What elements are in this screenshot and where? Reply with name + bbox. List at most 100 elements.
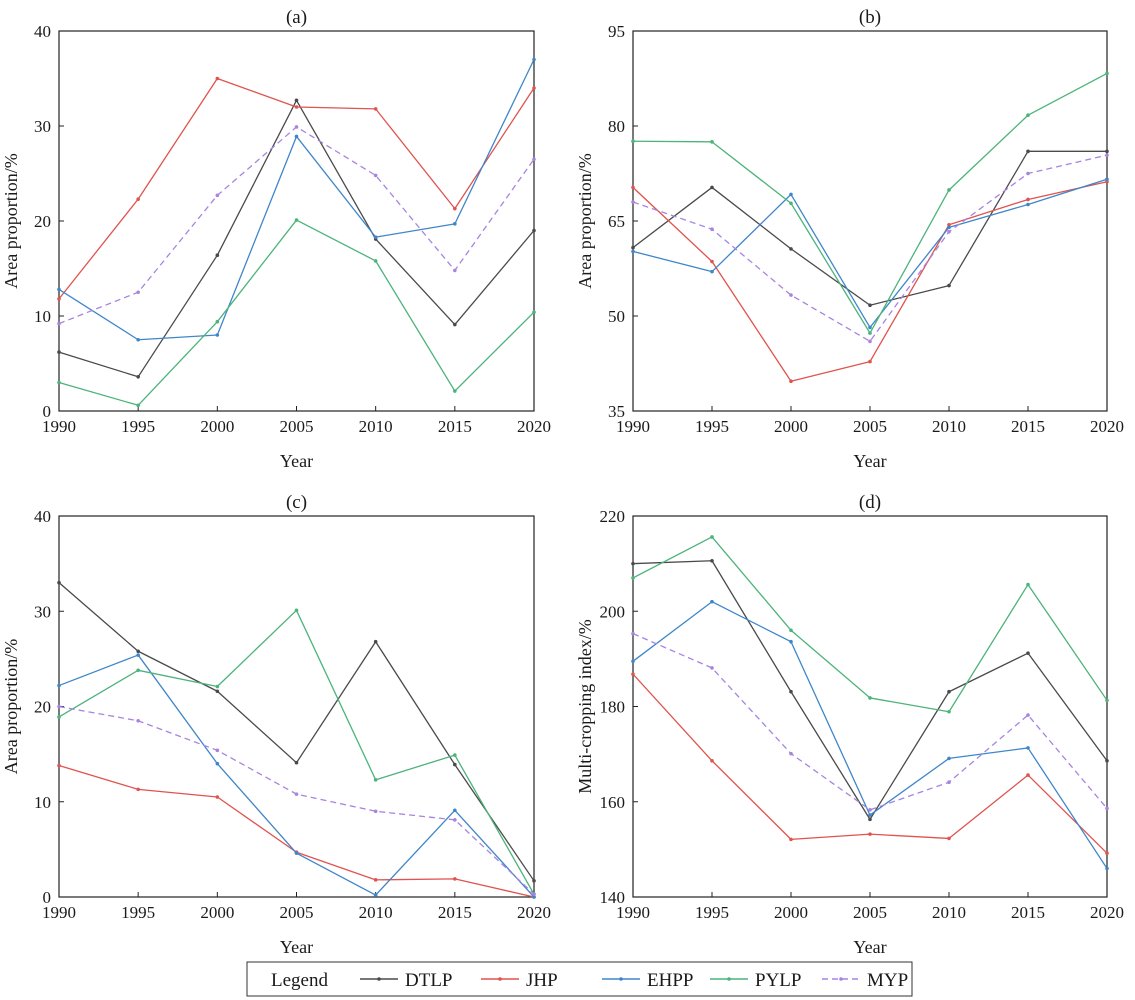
data-point-dtlp bbox=[868, 817, 872, 822]
data-point-ehpp bbox=[868, 325, 872, 330]
data-point-dtlp bbox=[373, 639, 378, 644]
data-point-ehpp bbox=[710, 269, 714, 274]
y-tick-label: 0 bbox=[43, 402, 52, 421]
data-point-myp bbox=[1026, 713, 1030, 717]
legend-label-jhp: JHP bbox=[526, 970, 558, 991]
data-point-ehpp bbox=[1026, 746, 1030, 750]
y-tick-label: 20 bbox=[34, 698, 51, 717]
data-point-dtlp bbox=[532, 228, 536, 233]
series-line-myp bbox=[58, 126, 535, 325]
x-tick-label: 2010 bbox=[359, 903, 393, 922]
x-tick-label: 1995 bbox=[695, 903, 729, 922]
data-point-dtlp bbox=[57, 350, 61, 354]
legend-marker-dtlp bbox=[377, 977, 381, 981]
series-line-myp bbox=[58, 705, 535, 895]
data-point-dtlp bbox=[947, 283, 951, 288]
data-point-myp bbox=[57, 704, 61, 709]
data-point-ehpp bbox=[868, 813, 872, 817]
data-point-jhp bbox=[789, 379, 793, 384]
panel-title: (b) bbox=[859, 7, 881, 28]
legend-marker-myp bbox=[839, 977, 843, 981]
x-tick-label: 1990 bbox=[42, 903, 76, 922]
data-point-jhp bbox=[215, 795, 220, 799]
data-point-myp bbox=[373, 173, 378, 178]
panel-title: (a) bbox=[286, 7, 307, 28]
data-point-myp bbox=[789, 293, 793, 297]
y-axis-title: Multi-cropping index/% bbox=[575, 619, 595, 793]
x-tick-label: 2010 bbox=[932, 417, 966, 436]
y-tick-label: 65 bbox=[608, 212, 625, 231]
data-point-dtlp bbox=[1026, 149, 1030, 154]
data-point-jhp bbox=[57, 763, 61, 768]
data-point-myp bbox=[373, 809, 378, 814]
data-point-jhp bbox=[868, 832, 872, 836]
y-tick-label: 10 bbox=[34, 793, 51, 812]
data-point-ehpp bbox=[789, 192, 793, 197]
data-point-jhp bbox=[631, 672, 635, 676]
y-tick-label: 140 bbox=[600, 888, 626, 907]
data-point-dtlp bbox=[710, 558, 714, 563]
data-point-jhp bbox=[532, 86, 536, 90]
data-point-ehpp bbox=[453, 808, 457, 813]
x-tick-label: 2000 bbox=[774, 903, 808, 922]
data-point-ehpp bbox=[1105, 177, 1109, 181]
data-point-dtlp bbox=[631, 561, 635, 566]
data-point-ehpp bbox=[215, 761, 220, 766]
data-point-myp bbox=[453, 818, 457, 822]
legend-marker-jhp bbox=[498, 977, 502, 981]
data-point-pylp bbox=[868, 331, 872, 335]
data-point-pylp bbox=[631, 139, 635, 143]
data-point-ehpp bbox=[947, 756, 951, 761]
data-point-myp bbox=[1026, 171, 1030, 176]
y-tick-label: 95 bbox=[608, 22, 625, 41]
x-tick-label: 2005 bbox=[853, 903, 887, 922]
y-axis-title: Area proportion/% bbox=[1, 639, 21, 774]
data-point-jhp bbox=[1105, 179, 1109, 184]
x-tick-label: 2020 bbox=[517, 903, 551, 922]
data-point-pylp bbox=[710, 140, 714, 144]
data-point-pylp bbox=[947, 709, 951, 714]
data-point-pylp bbox=[532, 310, 536, 315]
legend-marker-pylp bbox=[727, 977, 731, 981]
data-point-pylp bbox=[453, 753, 457, 757]
data-point-jhp bbox=[710, 758, 714, 763]
chart-panel-d: (d) 1990 1995 2000 2005 2010 2015 2020 140 160 180… bbox=[575, 492, 1124, 957]
data-point-myp bbox=[136, 718, 140, 723]
data-point-ehpp bbox=[57, 683, 61, 688]
y-tick-label: 220 bbox=[600, 507, 626, 526]
x-tick-label: 2015 bbox=[438, 417, 472, 436]
x-tick-label: 2010 bbox=[359, 417, 393, 436]
data-point-jhp bbox=[868, 359, 872, 364]
data-point-dtlp bbox=[294, 98, 299, 103]
data-point-dtlp bbox=[532, 879, 536, 883]
data-point-myp bbox=[294, 125, 299, 129]
data-point-ehpp bbox=[373, 893, 378, 897]
y-tick-label: 0 bbox=[43, 888, 52, 907]
series-line-dtlp bbox=[632, 560, 1108, 821]
x-tick-label: 2005 bbox=[853, 417, 887, 436]
data-point-ehpp bbox=[789, 639, 793, 644]
data-point-myp bbox=[789, 751, 793, 756]
data-point-dtlp bbox=[294, 760, 299, 765]
legend-label-ehpp: EHPP bbox=[647, 970, 693, 991]
data-point-jhp bbox=[215, 76, 220, 81]
data-point-dtlp bbox=[1105, 149, 1109, 154]
x-tick-label: 2005 bbox=[280, 903, 314, 922]
series-line-dtlp bbox=[58, 582, 535, 882]
x-tick-label: 1990 bbox=[616, 417, 650, 436]
data-point-jhp bbox=[1105, 851, 1109, 855]
data-point-jhp bbox=[294, 105, 299, 109]
x-axis-title: Year bbox=[853, 451, 886, 471]
data-point-ehpp bbox=[710, 599, 714, 604]
data-point-myp bbox=[631, 200, 635, 204]
data-point-dtlp bbox=[215, 689, 220, 694]
data-point-myp bbox=[215, 193, 220, 198]
data-point-pylp bbox=[1026, 582, 1030, 587]
data-point-ehpp bbox=[294, 851, 299, 855]
legend-title: Legend bbox=[271, 970, 328, 991]
data-point-jhp bbox=[453, 206, 457, 211]
y-tick-label: 40 bbox=[34, 22, 51, 41]
data-point-ehpp bbox=[215, 333, 220, 337]
x-axis-title: Year bbox=[280, 937, 313, 957]
y-axis-title: Area proportion/% bbox=[575, 153, 595, 288]
